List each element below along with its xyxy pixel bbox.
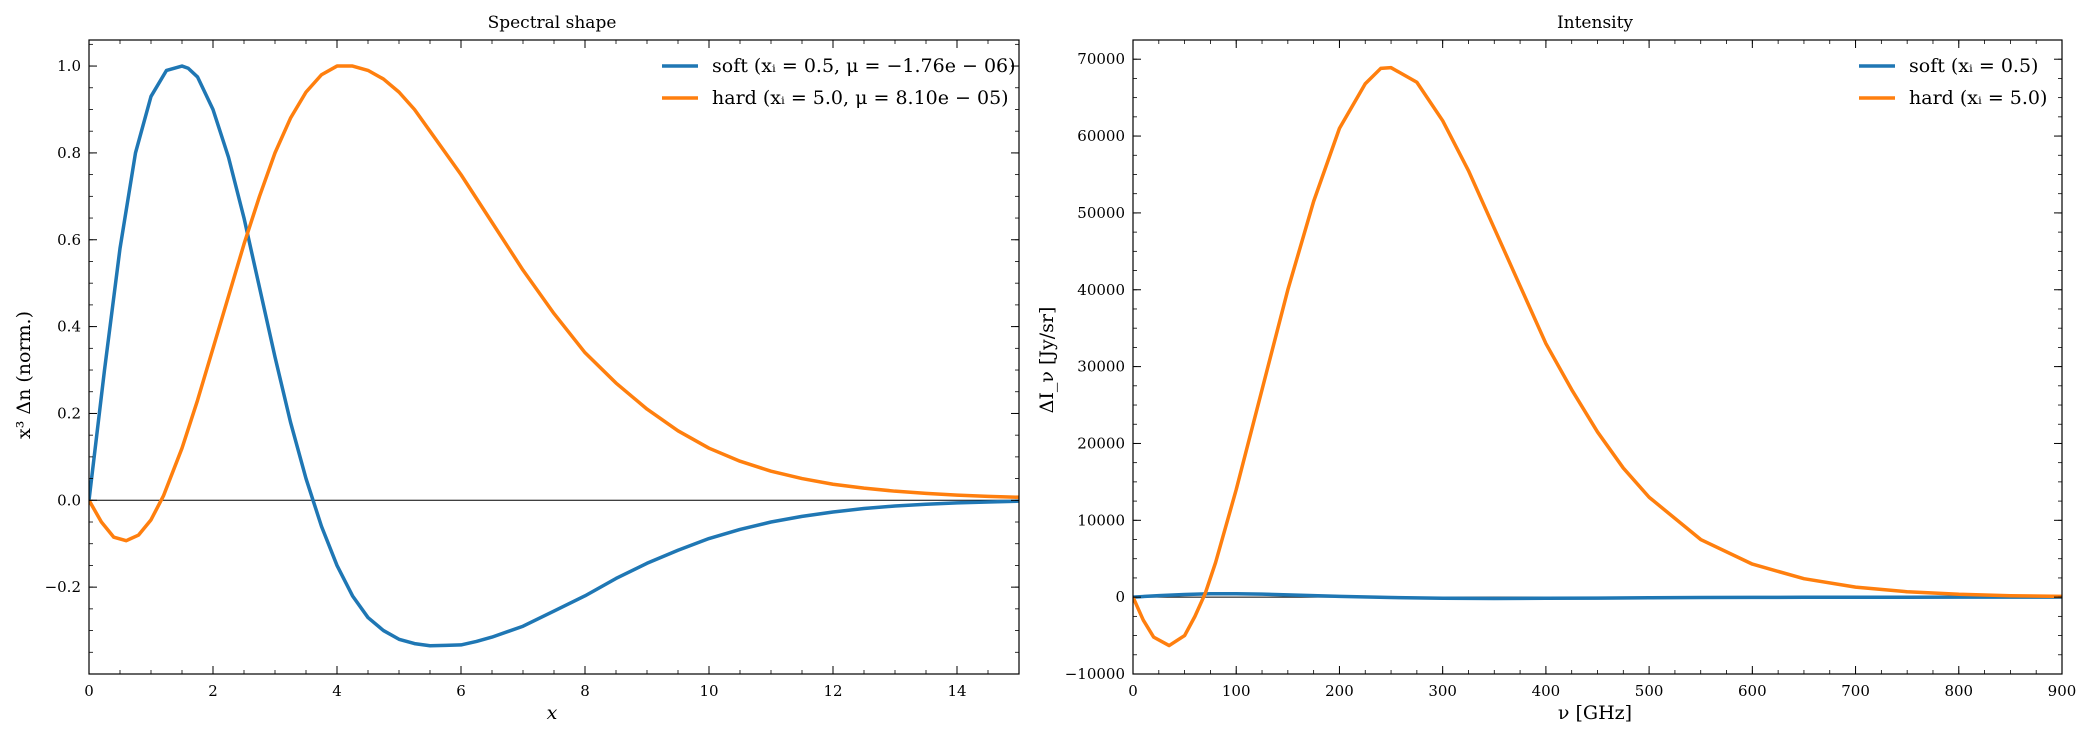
x-tick-label: 500	[1635, 682, 1664, 700]
x-tick-label: 4	[332, 682, 342, 700]
panel-intensity: Intensity 0 100 200 300 400 500 600 700 800 900 −1…	[1036, 13, 2076, 724]
y-tick-label: 60000	[1077, 127, 1125, 145]
legend-label: soft (xᵢ = 0.5, μ = −1.76e − 06)	[712, 55, 1016, 77]
x-tick-label: 100	[1222, 682, 1251, 700]
legend-label: hard (xᵢ = 5.0)	[1909, 87, 2047, 109]
y-tick-label: 10000	[1077, 511, 1125, 529]
panel-spectral-shape: Spectral shape 0 2 4 6 8 10 12 14−0.20.00.20.40…	[13, 13, 1020, 724]
y-tick-label: 0.2	[57, 404, 81, 422]
y-tick-label: 30000	[1077, 358, 1125, 376]
y-tick-label: 0.0	[57, 491, 81, 509]
x-tick-label: 800	[1944, 682, 1973, 700]
chart-title: Intensity	[1557, 13, 1633, 33]
y-tick-label: 0.8	[57, 144, 81, 162]
y-tick-label: 70000	[1077, 50, 1125, 68]
series-group	[1133, 65, 2062, 648]
y-tick-label: 0	[1115, 588, 1125, 606]
y-tick-label: 0.4	[57, 318, 81, 336]
x-axis-label: x	[547, 702, 558, 724]
y-axis-label: x³ Δn (norm.)	[13, 311, 35, 439]
x-tick-label: 900	[2048, 682, 2077, 700]
series-group	[89, 64, 1019, 648]
y-axis-label: ΔI_ν [Jy/sr]	[1036, 307, 1058, 414]
y-tick-label: 40000	[1077, 281, 1125, 299]
x-tick-label: 200	[1325, 682, 1354, 700]
x-tick-label: 600	[1738, 682, 1767, 700]
x-tick-label: 12	[823, 682, 842, 700]
series-line-soft	[1133, 591, 2062, 601]
chart-title: Spectral shape	[488, 13, 617, 33]
x-tick-label: 14	[947, 682, 966, 700]
x-tick-label: 0	[1128, 682, 1138, 700]
legend: soft (xᵢ = 0.5, μ = −1.76e − 06) hard (xᵢ…	[662, 55, 1016, 109]
x-axis-label: ν [GHz]	[1558, 702, 1632, 724]
y-tick-label: 50000	[1077, 204, 1125, 222]
y-tick-label: 1.0	[57, 57, 81, 75]
series-line-hard	[89, 64, 1019, 543]
x-tick-label: 0	[84, 682, 94, 700]
legend-label: soft (xᵢ = 0.5)	[1909, 55, 2038, 77]
y-tick-label: 0.6	[57, 231, 81, 249]
y-tick-label: 20000	[1077, 434, 1125, 452]
x-tick-label: 10	[699, 682, 718, 700]
axes: 0 2 4 6 8 10 12 14 −0.2 0.0 0.2 0.4 0.6 0.8 1.0	[45, 39, 1020, 700]
series-line-hard	[1133, 65, 2062, 648]
legend-label: hard (xᵢ = 5.0, μ = 8.10e − 05)	[712, 87, 1009, 109]
x-tick-label: 8	[580, 682, 590, 700]
x-tick-label: 700	[1841, 682, 1870, 700]
x-tick-label: 300	[1428, 682, 1457, 700]
x-tick-label: 6	[456, 682, 466, 700]
x-tick-label: 2	[208, 682, 218, 700]
axes: 0 100 200 300 400 500 600 700 800 900−10000010000…	[1065, 39, 2077, 700]
y-tick-label: −10000	[1065, 665, 1125, 683]
y-tick-label: −0.2	[45, 578, 81, 596]
series-line-soft	[89, 64, 1019, 648]
legend: soft (xᵢ = 0.5) hard (xᵢ = 5.0)	[1859, 55, 2047, 109]
x-tick-label: 400	[1532, 682, 1561, 700]
